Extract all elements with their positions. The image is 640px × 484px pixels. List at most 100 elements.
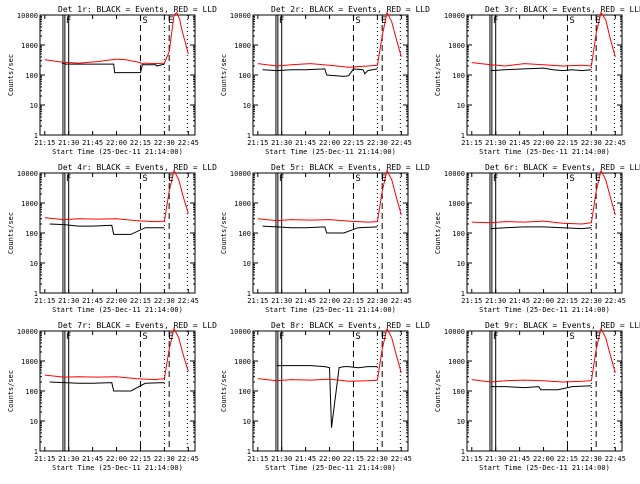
x-tick-label: 22:00	[319, 297, 340, 305]
marker-label-s: S	[355, 16, 360, 26]
lld-series-line	[44, 327, 189, 381]
lld-series-line	[257, 327, 402, 382]
x-tick-label: 21:45	[295, 139, 316, 147]
marker-label-e: E	[595, 174, 600, 184]
y-tick-label: 1000	[448, 358, 465, 366]
x-tick-label: 22:30	[367, 297, 388, 305]
x-tick-label: 21:15	[461, 297, 482, 305]
y-tick-label: 10000	[444, 170, 465, 178]
events-series-line	[490, 385, 592, 391]
events-series-line	[49, 223, 165, 235]
y-tick-label: 10000	[444, 12, 465, 20]
x-tick-label: 22:45	[178, 139, 199, 147]
y-tick-label: 1000	[234, 42, 251, 50]
y-tick-label: 100	[452, 72, 465, 80]
events-series-line	[276, 365, 378, 428]
plot-title: Det 4r: BLACK = Events, RED = LLD	[58, 163, 217, 172]
plot-title: Det 6r: BLACK = Events, RED = LLD	[485, 163, 640, 172]
x-tick-label: 22:00	[106, 455, 127, 463]
y-tick-label: 10	[243, 260, 251, 268]
y-tick-label: 1	[461, 132, 465, 140]
detector-plot-1: 1 10 100 1000 10000 21:15 21:30 21:45 22:00 22:15…	[7, 5, 217, 156]
marker-label-e: E	[168, 174, 173, 184]
lld-series-line	[44, 11, 189, 65]
plot-title: Det 5r: BLACK = Events, RED = LLD	[271, 163, 430, 172]
marker-label-f: F	[493, 174, 498, 184]
detector-plot-4: 1 10 100 1000 10000 21:15 21:30 21:45 22:00 22:15…	[7, 163, 217, 314]
y-tick-label: 1000	[21, 358, 38, 366]
y-tick-label: 1	[34, 290, 38, 298]
y-tick-label: 10000	[17, 328, 38, 336]
y-tick-label: 1	[461, 290, 465, 298]
y-tick-label: 10	[30, 418, 38, 426]
x-tick-label: 22:30	[154, 455, 175, 463]
events-series-line	[61, 62, 165, 74]
marker-label-f: F	[279, 332, 284, 342]
x-axis-label: Start Time (25-Dec-11 21:14:00)	[52, 306, 183, 314]
marker-label-s: S	[355, 174, 360, 184]
lld-series-line	[257, 11, 402, 68]
marker-label-f: F	[279, 174, 284, 184]
x-tick-label: 21:15	[461, 455, 482, 463]
y-tick-label: 1000	[21, 42, 38, 50]
detector-plot-9: 1 10 100 1000 10000 21:15 21:30 21:45 22:00 22:15…	[434, 321, 640, 472]
marker-label-s: S	[142, 174, 147, 184]
marker-label-e: E	[595, 332, 600, 342]
y-tick-label: 100	[238, 230, 251, 238]
x-tick-label: 22:00	[106, 139, 127, 147]
x-tick-label: 22:15	[343, 297, 364, 305]
marker-label-f: F	[66, 332, 71, 342]
x-tick-label: 22:15	[130, 455, 151, 463]
x-axis-label: Start Time (25-Dec-11 21:14:00)	[265, 464, 396, 472]
marker-label-e: E	[168, 332, 173, 342]
y-axis-label: Counts/sec	[7, 212, 15, 254]
x-tick-label: 21:15	[247, 139, 268, 147]
y-tick-label: 100	[25, 230, 38, 238]
x-tick-label: 21:45	[295, 455, 316, 463]
y-axis-label: Counts/sec	[220, 54, 228, 96]
y-tick-label: 100	[25, 388, 38, 396]
x-tick-label: 22:30	[581, 297, 602, 305]
marker-label-f: F	[493, 332, 498, 342]
y-tick-label: 1	[247, 290, 251, 298]
detector-plot-6: 1 10 100 1000 10000 21:15 21:30 21:45 22:00 22:15…	[434, 163, 640, 314]
x-tick-label: 21:15	[34, 139, 55, 147]
x-axis-label: Start Time (25-Dec-11 21:14:00)	[52, 464, 183, 472]
marker-label-s: S	[569, 16, 574, 26]
x-tick-label: 22:30	[154, 139, 175, 147]
y-tick-label: 10000	[230, 170, 251, 178]
events-series-line	[262, 225, 378, 234]
y-tick-label: 10000	[230, 328, 251, 336]
y-tick-label: 1000	[234, 358, 251, 366]
y-axis-label: Counts/sec	[434, 212, 442, 254]
y-tick-label: 1	[34, 448, 38, 456]
detector-plot-5: 1 10 100 1000 10000 21:15 21:30 21:45 22:00 22:15…	[220, 163, 430, 314]
y-axis-label: Counts/sec	[220, 212, 228, 254]
y-tick-label: 10	[30, 260, 38, 268]
detector-plot-8: 1 10 100 1000 10000 21:15 21:30 21:45 22:00 22:15…	[220, 321, 430, 472]
y-axis-label: Counts/sec	[7, 54, 15, 96]
y-tick-label: 10	[457, 260, 465, 268]
y-tick-label: 100	[238, 72, 251, 80]
marker-label-s: S	[142, 332, 147, 342]
x-tick-label: 21:30	[485, 297, 506, 305]
plot-title: Det 3r: BLACK = Events, RED = LLD	[485, 5, 640, 14]
events-series-line	[490, 67, 592, 72]
marker-label-e: E	[381, 174, 386, 184]
y-tick-label: 1000	[448, 200, 465, 208]
x-tick-label: 21:15	[247, 455, 268, 463]
lld-series-line	[257, 169, 402, 223]
lld-series-line	[471, 11, 616, 67]
x-tick-label: 21:45	[82, 139, 103, 147]
events-series-line	[490, 226, 592, 230]
x-tick-label: 22:15	[130, 297, 151, 305]
x-axis-label: Start Time (25-Dec-11 21:14:00)	[52, 148, 183, 156]
x-axis-label: Start Time (25-Dec-11 21:14:00)	[265, 148, 396, 156]
y-tick-label: 100	[452, 388, 465, 396]
marker-label-e: E	[381, 332, 386, 342]
x-tick-label: 22:15	[557, 297, 578, 305]
marker-label-e: E	[595, 16, 600, 26]
x-tick-label: 21:30	[58, 297, 79, 305]
x-tick-label: 22:15	[557, 139, 578, 147]
y-tick-label: 10000	[17, 170, 38, 178]
